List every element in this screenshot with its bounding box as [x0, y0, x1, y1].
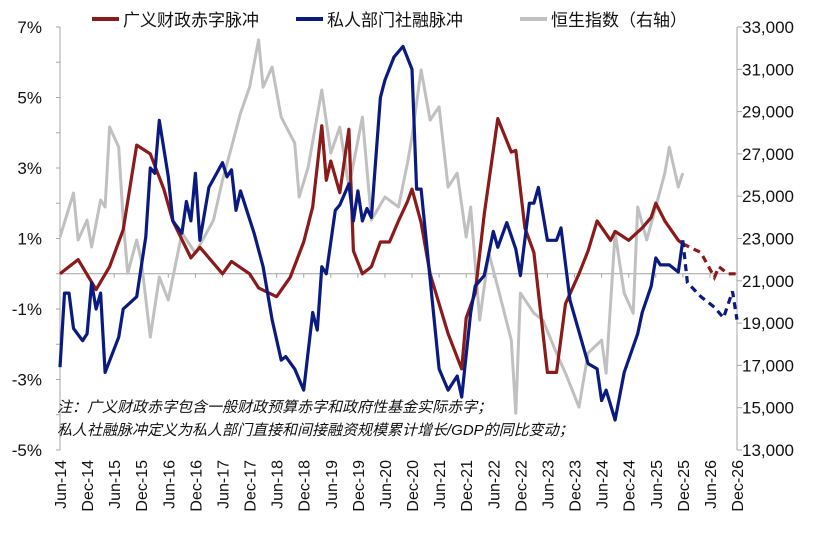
left-axis-tick-label: -3%: [12, 371, 42, 390]
credit-pulse-line: [58, 44, 685, 422]
x-axis-tick-label: Dec-14: [80, 460, 97, 512]
right-axis-tick-label: 23,000: [742, 230, 794, 249]
legend-item-fiscal: 广义财政赤字脉冲: [92, 6, 259, 31]
legend-swatch-hsi: [520, 16, 547, 21]
legend-item-credit: 私人部门社融脉冲: [296, 6, 463, 31]
right-axis-tick-label: 27,000: [742, 145, 794, 164]
x-axis-tick-label: Dec-22: [513, 460, 530, 512]
legend-label-hsi: 恒生指数（右轴）: [551, 11, 687, 30]
hsi-line: [58, 38, 685, 415]
x-axis-tick-label: Jun-18: [270, 460, 287, 509]
legend-label-fiscal: 广义财政赤字脉冲: [123, 11, 259, 30]
x-axis-tick-label: Dec-15: [134, 460, 151, 512]
x-axis-tick-label: Jun-26: [703, 460, 720, 509]
tick-labels: -5% -3% -1% 1% 3% 5% 7% 13,000 15,000 17,000 19,00…: [12, 18, 794, 512]
x-axis-tick-label: Jun-14: [53, 460, 70, 509]
left-axis-tick-label: 1%: [17, 230, 42, 249]
x-axis-tick-label: Dec-16: [188, 460, 205, 512]
x-axis-tick-label: Jun-17: [215, 460, 232, 509]
x-axis-tick-label: Dec-21: [459, 460, 476, 512]
fiscal-pulse-forecast-line: [682, 242, 737, 281]
credit-pulse-forecast-line: [681, 240, 739, 321]
x-axis-tick-label: Dec-26: [730, 460, 747, 512]
left-axis-tick-label: 7%: [17, 18, 42, 37]
legend-swatch-credit: [296, 16, 323, 21]
legend-label-credit: 私人部门社融脉冲: [327, 11, 463, 30]
x-axis-tick-label: Dec-20: [405, 460, 422, 512]
right-axis-tick-label: 19,000: [742, 314, 794, 333]
x-axis-tick-label: Jun-16: [161, 460, 178, 509]
hsi-group: [58, 38, 685, 415]
right-axis-tick-label: 13,000: [742, 441, 794, 460]
x-axis-tick-label: Dec-17: [243, 460, 260, 512]
right-axis-tick-label: 15,000: [742, 399, 794, 418]
right-axis-tick-label: 25,000: [742, 187, 794, 206]
x-axis-tick-label: Jun-15: [107, 460, 124, 509]
left-axis-tick-label: -1%: [12, 300, 42, 319]
x-axis-tick-label: Jun-20: [378, 460, 395, 509]
left-axis-tick-label: 5%: [17, 89, 42, 108]
x-axis-tick-label: Dec-18: [297, 460, 314, 512]
note-line-1: 注：广义财政赤字包含一般财政预算赤字和政府性基金实际赤字；: [57, 399, 493, 416]
right-axis-tick-label: 29,000: [742, 103, 794, 122]
x-axis-tick-label: Jun-19: [324, 460, 341, 509]
note-line-2: 私人社融脉冲定义为私人部门直接和间接融资规模累计增长/GDP的同比变动；: [57, 422, 574, 439]
left-axis-tick-label: 3%: [17, 159, 42, 178]
fiscal-pulse-line: [59, 117, 684, 374]
x-axis-tick-label: Dec-19: [351, 460, 368, 512]
x-axis-tick-label: Jun-25: [649, 460, 666, 509]
right-axis-tick-label: 17,000: [742, 356, 794, 375]
x-axis-tick-label: Jun-22: [486, 460, 503, 509]
x-axis-tick-label: Jun-23: [540, 460, 557, 509]
axes: [56, 26, 742, 451]
x-axis-tick-label: Dec-24: [622, 460, 639, 512]
x-axis-tick-label: Jun-21: [432, 460, 449, 509]
legend-swatch-fiscal: [92, 16, 119, 21]
right-axis-tick-label: 21,000: [742, 272, 794, 291]
right-axis-tick-label: 31,000: [742, 60, 794, 79]
left-axis-tick-label: -5%: [12, 441, 42, 460]
x-axis-tick-label: Dec-23: [568, 460, 585, 512]
x-axis-tick-label: Dec-25: [676, 460, 693, 512]
right-axis-tick-label: 33,000: [742, 18, 794, 37]
x-axis-tick-label: Jun-24: [595, 460, 612, 509]
legend-item-hsi: 恒生指数（右轴）: [520, 6, 687, 31]
series-lines: [58, 38, 739, 422]
